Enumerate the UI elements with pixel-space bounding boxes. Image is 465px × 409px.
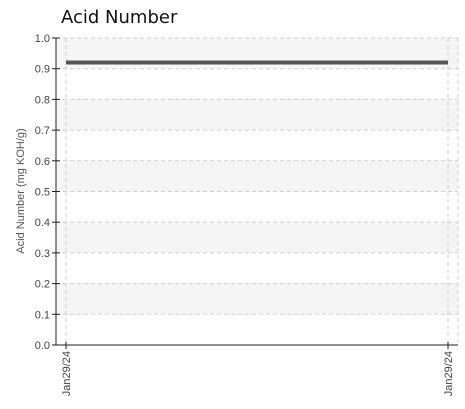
y-tick-label: 0.5 [35, 187, 50, 199]
y-tick-label: 0.2 [35, 279, 50, 291]
y-tick-label: 0.8 [35, 94, 50, 106]
x-tick-label: Jan29/24 [61, 351, 73, 396]
y-tick-label: 0.0 [35, 340, 50, 352]
y-tick-label: 0.9 [35, 64, 50, 76]
y-tick-label: 1.0 [35, 33, 50, 45]
grid-band [56, 222, 458, 253]
y-axis-title: Acid Number (mg KOH/g) [15, 128, 27, 253]
grid-band [56, 99, 458, 131]
background-bands [56, 38, 458, 315]
y-tick-label: 0.4 [35, 217, 50, 229]
grid-band [56, 160, 458, 192]
x-tick-label: Jan29/24 [443, 351, 455, 396]
y-tick-label: 0.7 [35, 125, 50, 137]
gridlines [56, 37, 459, 345]
y-tick-label: 0.3 [35, 248, 50, 260]
y-tick-label: 0.6 [35, 156, 50, 168]
x-tick-labels: Jan29/24 Jan29/24 [61, 351, 455, 396]
x-axis [56, 342, 458, 349]
chart-title: Acid Number [61, 7, 178, 28]
y-tick-labels: 0.0 0.1 0.2 0.3 0.4 0.5 0.6 0.7 0.8 0.9 1.0 [35, 33, 50, 352]
grid-band [56, 283, 458, 315]
y-tick-label: 0.1 [35, 309, 50, 321]
y-axis [52, 37, 60, 346]
